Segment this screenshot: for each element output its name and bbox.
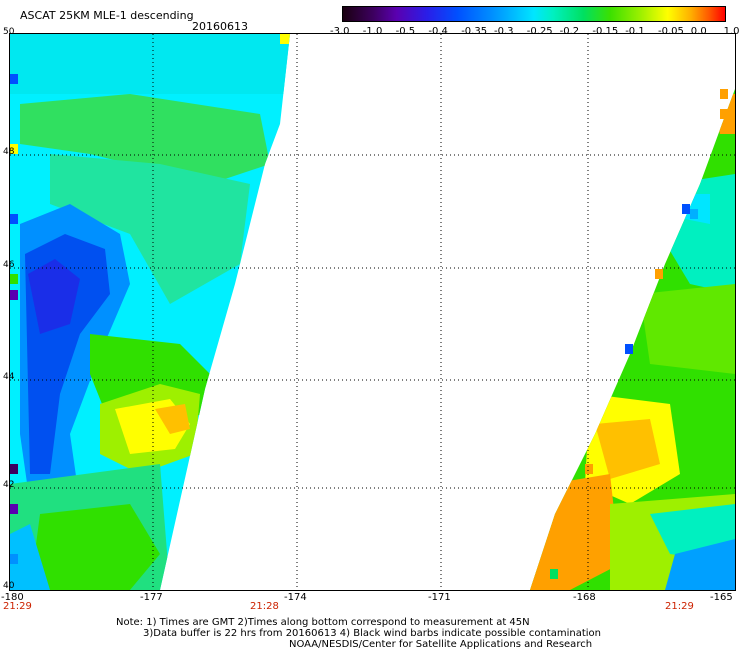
footer-credit: NOAA/NESDIS/Center for Satellite Applica… <box>289 639 593 650</box>
lon-label-168: -168 <box>573 592 596 603</box>
lat-label-40: 40 <box>3 581 15 591</box>
wind-cell <box>10 504 18 514</box>
wind-cell <box>10 144 18 154</box>
time-label-middle: 21:28 <box>250 601 279 612</box>
wind-cell <box>10 290 18 300</box>
wind-cell <box>10 214 18 224</box>
left-swath <box>10 34 290 590</box>
colorbar-tick-label: -0.5 <box>395 26 416 37</box>
map-date: 20160613 <box>192 20 248 33</box>
right-swath <box>530 89 735 590</box>
wind-cell <box>10 274 18 284</box>
colorbar-tick-label: -0.15 <box>592 26 619 37</box>
colorbar-tick-label: -0.05 <box>658 26 684 37</box>
lon-label-177: -177 <box>140 592 163 603</box>
lon-label-180: -180 <box>1 592 24 603</box>
footer-note-2: 3)Data buffer is 22 hrs from 20160613 4)… <box>143 628 601 639</box>
wind-cell <box>10 464 18 474</box>
map-plot-area <box>9 33 736 591</box>
lon-label-165: -165 <box>710 592 733 603</box>
lat-label-42: 42 <box>3 480 15 490</box>
time-label-right: 21:29 <box>665 601 694 612</box>
colorbar-tick-label: 1.0 <box>723 26 740 37</box>
graticule <box>10 34 735 590</box>
time-label-left: 21:29 <box>3 601 32 612</box>
wind-cell <box>682 204 690 214</box>
colorbar <box>342 6 726 22</box>
map-svg <box>10 34 735 590</box>
colorbar-tick-label: 0.0 <box>690 26 707 37</box>
colorbar-tick-label: -0.4 <box>428 26 448 37</box>
lat-label-50: 50 <box>3 27 15 37</box>
wind-cell <box>690 209 698 219</box>
colorbar-tick-label: -0.1 <box>625 26 645 37</box>
lon-label-171: -171 <box>428 592 451 603</box>
colorbar-tick-label: -3.0 <box>330 26 350 37</box>
wind-cell <box>10 554 18 564</box>
colorbar-tick-label: -0.3 <box>494 26 514 37</box>
wind-cell <box>625 344 633 354</box>
colorbar-tick-label: -0.35 <box>461 26 488 37</box>
colorbar-tick-label: -1.0 <box>362 26 383 37</box>
wind-cell <box>585 464 593 474</box>
wind-cell <box>10 74 18 84</box>
lat-label-44: 44 <box>3 372 15 382</box>
wind-cell <box>655 269 663 279</box>
lat-label-48: 48 <box>3 147 15 157</box>
colorbar-tick-label: -0.2 <box>559 26 580 37</box>
wind-cell <box>550 569 558 579</box>
footer-note-1: Note: 1) Times are GMT 2)Times along bot… <box>116 617 530 628</box>
lon-label-174: -174 <box>284 592 307 603</box>
lat-label-46: 46 <box>3 260 15 270</box>
map-title: ASCAT 25KM MLE-1 descending <box>20 9 194 22</box>
colorbar-tick-label: -0.25 <box>526 26 553 37</box>
wind-cell <box>720 89 728 99</box>
wind-cell <box>720 109 728 119</box>
